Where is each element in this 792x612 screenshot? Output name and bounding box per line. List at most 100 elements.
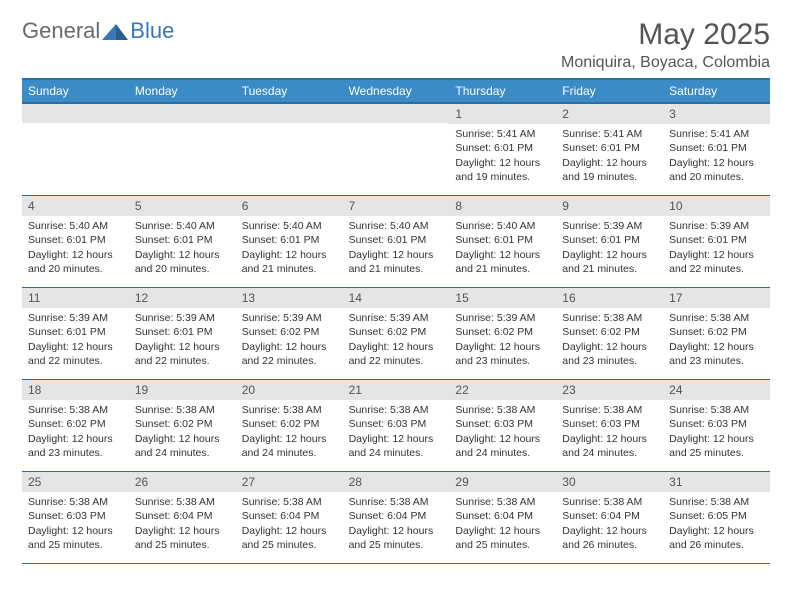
day-number: 23 xyxy=(556,380,663,400)
day-details: Sunrise: 5:38 AMSunset: 6:04 PMDaylight:… xyxy=(129,495,236,552)
day-number: 2 xyxy=(556,104,663,124)
day-number: 25 xyxy=(22,472,129,492)
sunrise-line: Sunrise: 5:40 AM xyxy=(242,219,337,233)
calendar-cell: 10Sunrise: 5:39 AMSunset: 6:01 PMDayligh… xyxy=(663,196,770,288)
day-number: 27 xyxy=(236,472,343,492)
daylight-line: Daylight: 12 hours and 21 minutes. xyxy=(349,248,444,276)
calendar-cell: 23Sunrise: 5:38 AMSunset: 6:03 PMDayligh… xyxy=(556,380,663,472)
daylight-line: Daylight: 12 hours and 25 minutes. xyxy=(242,524,337,552)
sunset-line: Sunset: 6:04 PM xyxy=(135,509,230,523)
sunrise-line: Sunrise: 5:38 AM xyxy=(135,403,230,417)
day-details: Sunrise: 5:39 AMSunset: 6:02 PMDaylight:… xyxy=(236,311,343,368)
day-number: 24 xyxy=(663,380,770,400)
sunrise-line: Sunrise: 5:39 AM xyxy=(349,311,444,325)
daylight-line: Daylight: 12 hours and 23 minutes. xyxy=(669,340,764,368)
sunset-line: Sunset: 6:01 PM xyxy=(562,233,657,247)
sunset-line: Sunset: 6:03 PM xyxy=(455,417,550,431)
daylight-line: Daylight: 12 hours and 25 minutes. xyxy=(28,524,123,552)
day-number: 18 xyxy=(22,380,129,400)
sunset-line: Sunset: 6:04 PM xyxy=(349,509,444,523)
day-number: 6 xyxy=(236,196,343,216)
sunset-line: Sunset: 6:01 PM xyxy=(562,141,657,155)
sunset-line: Sunset: 6:04 PM xyxy=(562,509,657,523)
sunrise-line: Sunrise: 5:38 AM xyxy=(242,403,337,417)
sunrise-line: Sunrise: 5:38 AM xyxy=(455,403,550,417)
day-number: 1 xyxy=(449,104,556,124)
sunset-line: Sunset: 6:02 PM xyxy=(669,325,764,339)
calendar-cell: 7Sunrise: 5:40 AMSunset: 6:01 PMDaylight… xyxy=(343,196,450,288)
sunset-line: Sunset: 6:01 PM xyxy=(135,233,230,247)
calendar-cell: 3 Sunrise: 5:41 AMSunset: 6:01 PMDaylight… xyxy=(663,104,770,196)
title-block: May 2025 Moniquira, Boyaca, Colombia xyxy=(561,18,770,72)
sunset-line: Sunset: 6:02 PM xyxy=(135,417,230,431)
sunset-line: Sunset: 6:04 PM xyxy=(455,509,550,523)
day-number: 15 xyxy=(449,288,556,308)
daylight-line: Daylight: 12 hours and 23 minutes. xyxy=(455,340,550,368)
day-details: Sunrise: 5:38 AMSunset: 6:03 PMDaylight:… xyxy=(663,403,770,460)
day-details: Sunrise: 5:41 AMSunset: 6:01 PMDaylight:… xyxy=(663,127,770,184)
day-number: 20 xyxy=(236,380,343,400)
sunrise-line: Sunrise: 5:38 AM xyxy=(349,495,444,509)
calendar-cell: 19 Sunrise: 5:38 AMSunset: 6:02 PMDayligh… xyxy=(129,380,236,472)
daylight-line: Daylight: 12 hours and 24 minutes. xyxy=(562,432,657,460)
sunrise-line: Sunrise: 5:38 AM xyxy=(455,495,550,509)
sunrise-line: Sunrise: 5:38 AM xyxy=(669,311,764,325)
sunset-line: Sunset: 6:01 PM xyxy=(455,233,550,247)
sunrise-line: Sunrise: 5:38 AM xyxy=(135,495,230,509)
day-details: Sunrise: 5:39 AMSunset: 6:01 PMDaylight:… xyxy=(129,311,236,368)
day-details: Sunrise: 5:41 AMSunset: 6:01 PMDaylight:… xyxy=(449,127,556,184)
day-number: 16 xyxy=(556,288,663,308)
calendar-cell: 8Sunrise: 5:40 AMSunset: 6:01 PMDaylight… xyxy=(449,196,556,288)
day-number: 17 xyxy=(663,288,770,308)
sunrise-line: Sunrise: 5:40 AM xyxy=(349,219,444,233)
sunrise-line: Sunrise: 5:41 AM xyxy=(562,127,657,141)
daylight-line: Daylight: 12 hours and 21 minutes. xyxy=(562,248,657,276)
calendar-cell: 2 Sunrise: 5:41 AMSunset: 6:01 PMDaylight… xyxy=(556,104,663,196)
sunset-line: Sunset: 6:01 PM xyxy=(455,141,550,155)
sunset-line: Sunset: 6:02 PM xyxy=(455,325,550,339)
daylight-line: Daylight: 12 hours and 19 minutes. xyxy=(455,156,550,184)
calendar-cell xyxy=(22,104,129,196)
day-number-empty xyxy=(343,104,450,123)
daylight-line: Daylight: 12 hours and 24 minutes. xyxy=(135,432,230,460)
daylight-line: Daylight: 12 hours and 19 minutes. xyxy=(562,156,657,184)
logo: General Blue xyxy=(22,18,174,44)
logo-text-blue: Blue xyxy=(130,18,174,44)
day-number: 19 xyxy=(129,380,236,400)
day-details: Sunrise: 5:38 AMSunset: 6:03 PMDaylight:… xyxy=(449,403,556,460)
calendar-cell xyxy=(236,104,343,196)
sunset-line: Sunset: 6:01 PM xyxy=(28,325,123,339)
sunrise-line: Sunrise: 5:39 AM xyxy=(28,311,123,325)
calendar-cell: 30Sunrise: 5:38 AMSunset: 6:04 PMDayligh… xyxy=(556,472,663,564)
calendar-header-row: Sunday Monday Tuesday Wednesday Thursday… xyxy=(22,78,770,104)
calendar-cell: 20Sunrise: 5:38 AMSunset: 6:02 PMDayligh… xyxy=(236,380,343,472)
day-number: 22 xyxy=(449,380,556,400)
day-details: Sunrise: 5:38 AMSunset: 6:04 PMDaylight:… xyxy=(236,495,343,552)
day-number: 3 xyxy=(663,104,770,124)
day-header: Monday xyxy=(129,80,236,102)
day-details: Sunrise: 5:38 AMSunset: 6:03 PMDaylight:… xyxy=(22,495,129,552)
daylight-line: Daylight: 12 hours and 26 minutes. xyxy=(669,524,764,552)
day-details: Sunrise: 5:38 AMSunset: 6:02 PMDaylight:… xyxy=(663,311,770,368)
day-number: 31 xyxy=(663,472,770,492)
calendar-cell: 29Sunrise: 5:38 AMSunset: 6:04 PMDayligh… xyxy=(449,472,556,564)
day-header: Friday xyxy=(556,80,663,102)
calendar-cell: 17 Sunrise: 5:38 AMSunset: 6:02 PMDayligh… xyxy=(663,288,770,380)
day-details: Sunrise: 5:40 AMSunset: 6:01 PMDaylight:… xyxy=(129,219,236,276)
day-number: 14 xyxy=(343,288,450,308)
day-details: Sunrise: 5:40 AMSunset: 6:01 PMDaylight:… xyxy=(22,219,129,276)
day-number: 4 xyxy=(22,196,129,216)
calendar-cell: 25 Sunrise: 5:38 AMSunset: 6:03 PMDayligh… xyxy=(22,472,129,564)
day-number: 21 xyxy=(343,380,450,400)
day-number-empty xyxy=(129,104,236,123)
day-details: Sunrise: 5:39 AMSunset: 6:02 PMDaylight:… xyxy=(449,311,556,368)
calendar-body: 1Sunrise: 5:41 AMSunset: 6:01 PMDaylight… xyxy=(22,104,770,564)
day-details: Sunrise: 5:39 AMSunset: 6:01 PMDaylight:… xyxy=(663,219,770,276)
sunrise-line: Sunrise: 5:39 AM xyxy=(669,219,764,233)
sunset-line: Sunset: 6:01 PM xyxy=(242,233,337,247)
calendar-cell: 28Sunrise: 5:38 AMSunset: 6:04 PMDayligh… xyxy=(343,472,450,564)
day-number: 11 xyxy=(22,288,129,308)
day-number-empty xyxy=(22,104,129,123)
month-title: May 2025 xyxy=(561,18,770,52)
calendar-cell: 16Sunrise: 5:38 AMSunset: 6:02 PMDayligh… xyxy=(556,288,663,380)
